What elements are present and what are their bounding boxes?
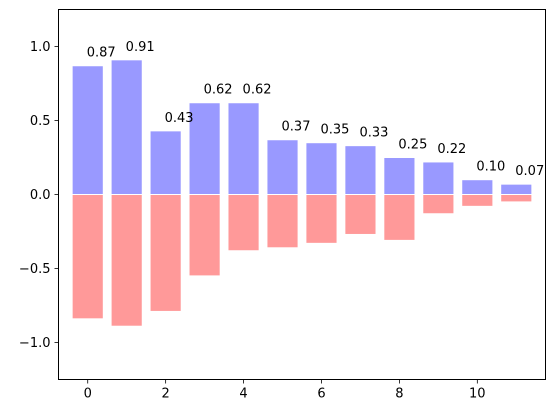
negative-bar-4 [227, 194, 260, 252]
positive-bar-7 [344, 145, 377, 196]
positive-bar-9 [422, 161, 455, 196]
x-tick-label-1: 2 [161, 387, 169, 402]
positive-bar-2 [149, 130, 182, 195]
bar-value-label-10: 0.10 [476, 160, 505, 175]
negative-bar-2 [149, 194, 182, 312]
positive-bar-3 [188, 102, 221, 195]
x-tick-label-2: 4 [239, 387, 247, 402]
negative-bar-11 [500, 194, 533, 203]
negative-bar-10 [461, 194, 494, 207]
y-tick-label-0: −1.0 [19, 336, 51, 351]
negative-bar-8 [383, 194, 416, 241]
x-tick-label-0: 0 [84, 387, 92, 402]
positive-bar-11 [500, 183, 533, 195]
x-tick-label-5: 10 [469, 387, 486, 402]
bar-value-label-8: 0.25 [398, 138, 427, 153]
positive-bar-0 [71, 65, 104, 195]
negative-bar-1 [110, 194, 143, 327]
negative-bar-9 [422, 194, 455, 215]
negative-bar-0 [71, 194, 104, 320]
bar-value-label-9: 0.22 [437, 142, 466, 157]
negative-bar-5 [266, 194, 299, 249]
bar-value-label-1: 0.91 [126, 40, 155, 55]
positive-bar-6 [305, 142, 338, 195]
y-tick-label-4: 1.0 [30, 40, 51, 55]
bars-layer [71, 59, 533, 327]
x-tick-label-4: 8 [395, 387, 403, 402]
negative-bar-3 [188, 194, 221, 277]
y-tick-label-1: −0.5 [19, 262, 51, 277]
y-axis: −1.0 −0.5 0.0 0.5 1.0 [19, 40, 59, 351]
bar-value-label-4: 0.62 [243, 83, 272, 98]
plot-frame [58, 9, 546, 380]
bar-value-label-6: 0.35 [320, 123, 349, 138]
x-tick-label-3: 6 [317, 387, 325, 402]
x-axis: 0 2 4 6 8 10 [84, 379, 486, 402]
bar-value-label-2: 0.43 [165, 111, 194, 126]
positive-bar-10 [461, 179, 494, 195]
bar-value-label-3: 0.62 [204, 83, 233, 98]
bar-value-label-0: 0.87 [87, 46, 116, 61]
positive-bar-5 [266, 139, 299, 196]
positive-bar-8 [383, 157, 416, 195]
positive-bar-1 [110, 59, 143, 195]
negative-bar-7 [344, 194, 377, 235]
y-tick-label-2: 0.0 [30, 188, 51, 203]
bar-value-label-7: 0.33 [359, 126, 388, 141]
value-labels-layer: 0.87 0.91 0.43 0.62 0.62 0.37 0.35 0.33 0.25 0.22… [87, 40, 545, 179]
bar-value-label-5: 0.37 [282, 120, 311, 135]
positive-bar-4 [227, 102, 260, 195]
negative-bar-6 [305, 194, 338, 244]
bar-value-label-11: 0.07 [515, 164, 544, 179]
y-tick-label-3: 0.5 [30, 114, 51, 129]
